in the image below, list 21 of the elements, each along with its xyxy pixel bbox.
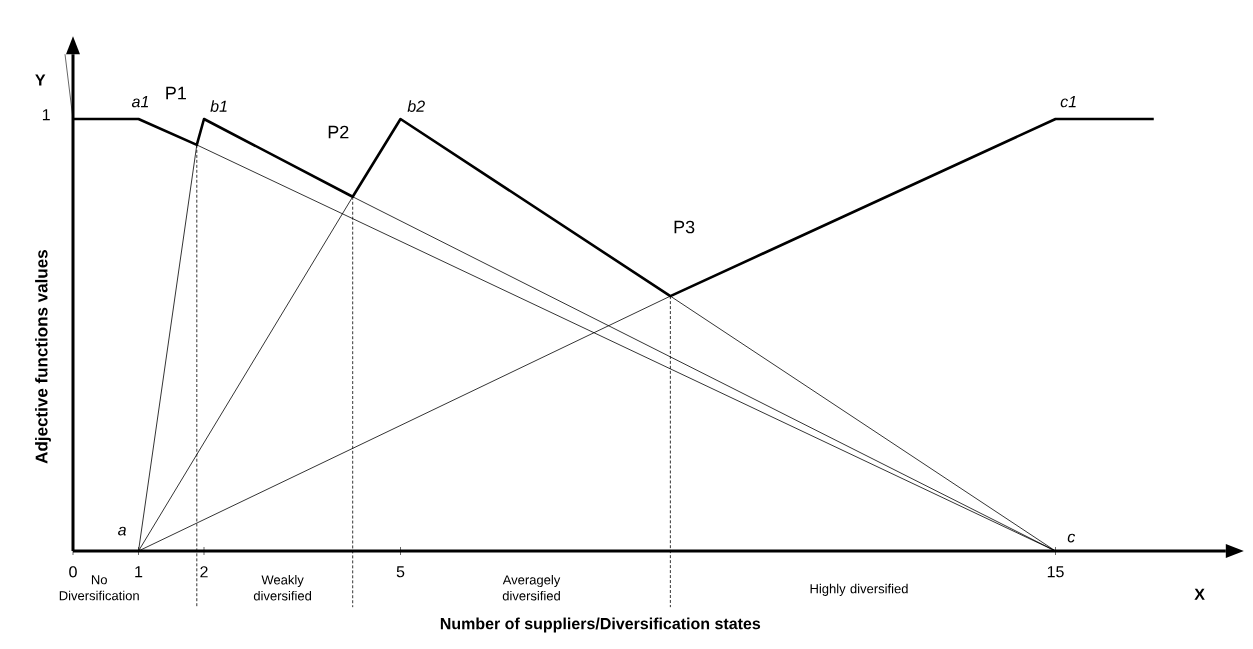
text: P1 [166,86,186,100]
annotation: Highly diversified [810,583,908,596]
text: b1 [210,100,227,112]
text: Y [35,74,46,86]
text: a1 [131,96,149,108]
annotation: Averagely diversified [502,574,561,601]
annotation: P3 [674,220,695,234]
annotation: c [1067,533,1076,543]
x-tick-label: 1 [135,566,143,578]
text: b2 [407,100,425,112]
annotation: Weakly diversified [253,574,312,601]
text: 1 [42,109,50,121]
text: c1 [1060,96,1076,108]
x-tick-label: 15 [1047,566,1064,578]
y-axis-title: Adjective functions values [35,250,51,464]
x-axis-title: Number of suppliers/Diversification states [440,617,761,633]
annotation: a [118,526,127,536]
x-tick-label: 5 [396,566,405,578]
x-tick-label: 2 [200,566,208,578]
annotation: P2 [328,125,349,139]
annotation: X [1194,588,1205,600]
